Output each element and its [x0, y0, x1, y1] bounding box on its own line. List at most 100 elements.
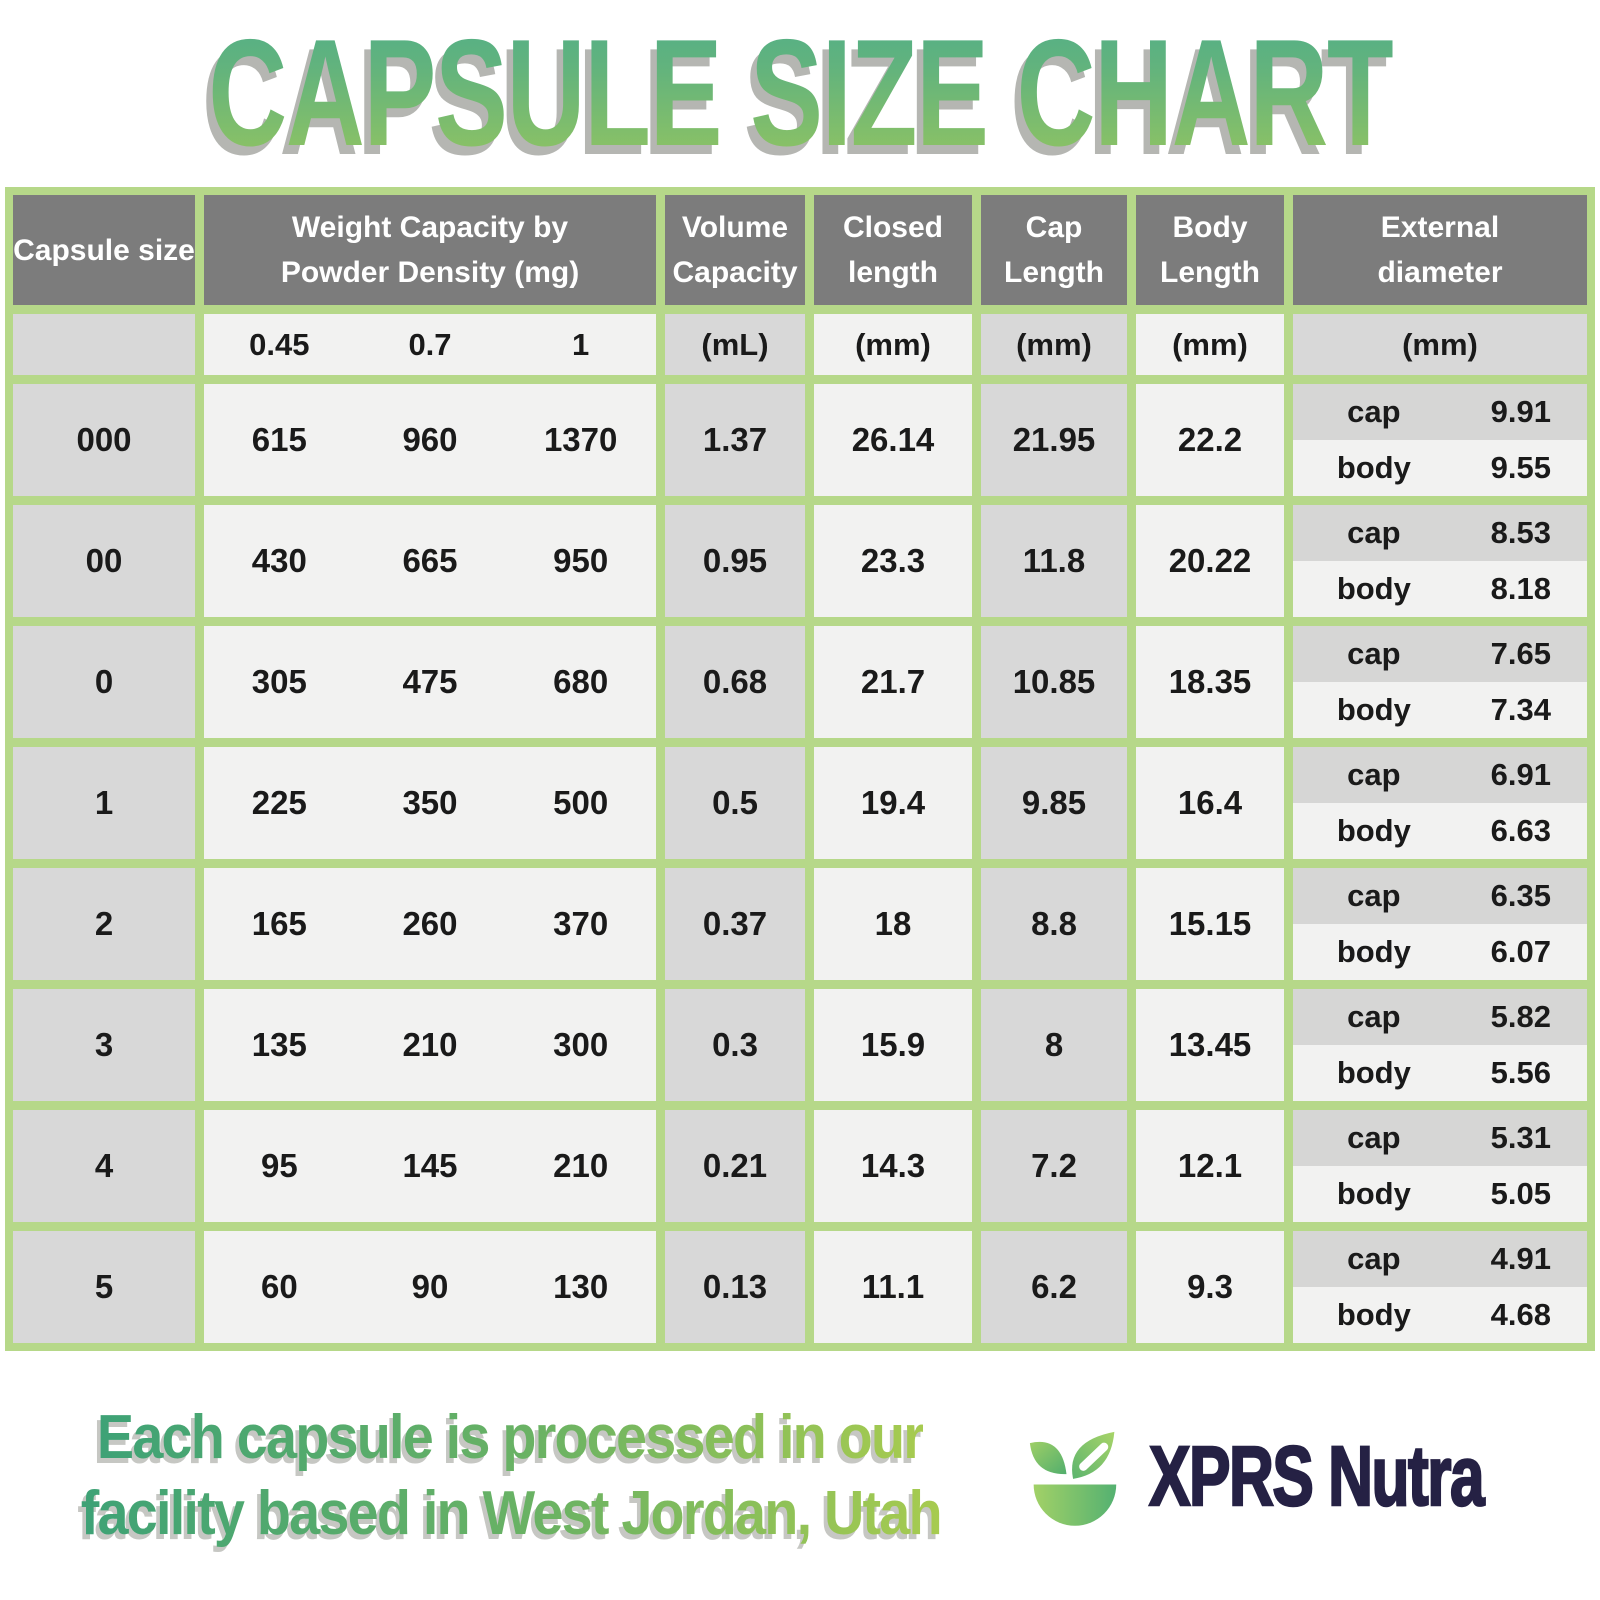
- volume-cell: 0.21: [665, 1110, 805, 1222]
- weight-cell: 135 210 300: [204, 989, 656, 1101]
- volume-cell: 0.3: [665, 989, 805, 1101]
- weight-1: 500: [553, 784, 609, 821]
- title-section: CAPSULE SIZE CHART CAPSULE SIZE CHART: [0, 0, 1600, 186]
- external-body-strip: body 6.63: [1293, 803, 1587, 859]
- weight-cell: 305 475 680: [204, 626, 656, 738]
- weight-cell: 225 350 500: [204, 747, 656, 859]
- external-body-label: body: [1336, 571, 1411, 606]
- external-body-value: 5.05: [1490, 1176, 1551, 1211]
- external-cap-label: cap: [1347, 878, 1401, 913]
- external-diameter-cell: cap 8.53 body 8.18: [1293, 505, 1587, 617]
- external-cap-value: 6.91: [1490, 757, 1551, 792]
- external-cap-label: cap: [1347, 636, 1401, 671]
- unit-body: (mm): [1136, 314, 1284, 375]
- capsule-size-table: Capsule size Weight Capacity by Powder D…: [5, 187, 1595, 1351]
- unit-cap: (mm): [981, 314, 1127, 375]
- external-cap-strip: cap 7.65: [1293, 626, 1587, 682]
- external-body-label: body: [1336, 934, 1411, 969]
- note-line1-shadow: Each capsule is processed in our: [94, 1405, 922, 1481]
- external-body-value: 6.63: [1490, 813, 1551, 848]
- external-cap-value: 9.91: [1490, 394, 1551, 429]
- weight-07: 350: [402, 784, 458, 821]
- weight-045: 60: [260, 1268, 298, 1305]
- weight-07: 210: [402, 1026, 458, 1063]
- closed-length-cell: 18: [814, 868, 972, 980]
- size-cell: 1: [13, 747, 195, 859]
- closed-length-cell: 19.4: [814, 747, 972, 859]
- page-title-shadow: CAPSULE SIZE CHART: [201, 26, 1387, 178]
- external-cap-label: cap: [1347, 999, 1401, 1034]
- weight-045: 615: [251, 421, 307, 458]
- external-body-value: 4.68: [1490, 1297, 1551, 1332]
- size-cell: 4: [13, 1110, 195, 1222]
- closed-length-cell: 14.3: [814, 1110, 972, 1222]
- weight-1: 300: [553, 1026, 609, 1063]
- size-cell: 5: [13, 1231, 195, 1343]
- weight-07: 260: [402, 905, 458, 942]
- header-capsule-size: Capsule size: [13, 195, 195, 305]
- cap-length-cell: 7.2: [981, 1110, 1127, 1222]
- header-volume-capacity: Volume Capacity: [665, 195, 805, 305]
- weight-cell: 615 960 1370: [204, 384, 656, 496]
- unit-densities: 0.45 0.7 1: [204, 314, 656, 375]
- closed-length-cell: 23.3: [814, 505, 972, 617]
- note-line2-text: facility based in West Jordan, Utah: [80, 1479, 942, 1548]
- external-cap-label: cap: [1347, 1120, 1401, 1155]
- body-length-cell: 15.15: [1136, 868, 1284, 980]
- cap-length-cell: 8.8: [981, 868, 1127, 980]
- external-body-value: 5.56: [1490, 1055, 1551, 1090]
- closed-length-cell: 26.14: [814, 384, 972, 496]
- external-cap-value: 8.53: [1490, 515, 1551, 550]
- weight-045: 165: [251, 905, 307, 942]
- unit-volume: (mL): [665, 314, 805, 375]
- external-body-label: body: [1336, 1297, 1411, 1332]
- header-external-diameter: External diameter: [1293, 195, 1587, 305]
- external-cap-value: 4.91: [1490, 1241, 1551, 1276]
- weight-045: 135: [251, 1026, 307, 1063]
- weight-07: 90: [411, 1268, 449, 1305]
- volume-cell: 1.37: [665, 384, 805, 496]
- weight-cell: 95 145 210: [204, 1110, 656, 1222]
- volume-cell: 0.13: [665, 1231, 805, 1343]
- cap-length-cell: 6.2: [981, 1231, 1127, 1343]
- body-length-cell: 9.3: [1136, 1231, 1284, 1343]
- header-weight-capacity: Weight Capacity by Powder Density (mg): [204, 195, 656, 305]
- external-body-strip: body 4.68: [1293, 1287, 1587, 1343]
- brand-logo: XPRS Nutra: [1013, 1412, 1600, 1540]
- external-diameter-cell: cap 4.91 body 4.68: [1293, 1231, 1587, 1343]
- external-body-label: body: [1336, 692, 1411, 727]
- header-body-length: Body Length: [1136, 195, 1284, 305]
- unit-cell-empty: [13, 314, 195, 375]
- unit-density-045: 0.45: [249, 326, 310, 362]
- external-cap-label: cap: [1347, 515, 1401, 550]
- weight-cell: 165 260 370: [204, 868, 656, 980]
- cap-length-cell: 11.8: [981, 505, 1127, 617]
- external-diameter-cell: cap 7.65 body 7.34: [1293, 626, 1587, 738]
- external-diameter-cell: cap 6.91 body 6.63: [1293, 747, 1587, 859]
- cap-length-cell: 8: [981, 989, 1127, 1101]
- external-cap-strip: cap 5.31: [1293, 1110, 1587, 1166]
- external-cap-value: 5.82: [1490, 999, 1551, 1034]
- external-body-value: 8.18: [1490, 571, 1551, 606]
- header-closed-length: Closed length: [814, 195, 972, 305]
- facility-note: Each capsule is processed in our Each ca…: [18, 1400, 1003, 1553]
- external-body-strip: body 5.05: [1293, 1166, 1587, 1222]
- brand-name: XPRS Nutra: [1148, 1427, 1485, 1524]
- body-length-cell: 20.22: [1136, 505, 1284, 617]
- external-body-strip: body 8.18: [1293, 561, 1587, 617]
- size-cell: 00: [13, 505, 195, 617]
- unit-external: (mm): [1293, 314, 1587, 375]
- page-title-text: CAPSULE SIZE CHART: [207, 8, 1394, 178]
- external-cap-strip: cap 5.82: [1293, 989, 1587, 1045]
- external-cap-strip: cap 9.91: [1293, 384, 1587, 440]
- external-body-value: 7.34: [1490, 692, 1551, 727]
- size-cell: 000: [13, 384, 195, 496]
- footer-section: Each capsule is processed in our Each ca…: [0, 1352, 1600, 1600]
- weight-cell: 60 90 130: [204, 1231, 656, 1343]
- weight-1: 950: [553, 542, 609, 579]
- size-cell: 0: [13, 626, 195, 738]
- closed-length-cell: 21.7: [814, 626, 972, 738]
- weight-045: 430: [251, 542, 307, 579]
- external-body-strip: body 9.55: [1293, 440, 1587, 496]
- external-diameter-cell: cap 5.82 body 5.56: [1293, 989, 1587, 1101]
